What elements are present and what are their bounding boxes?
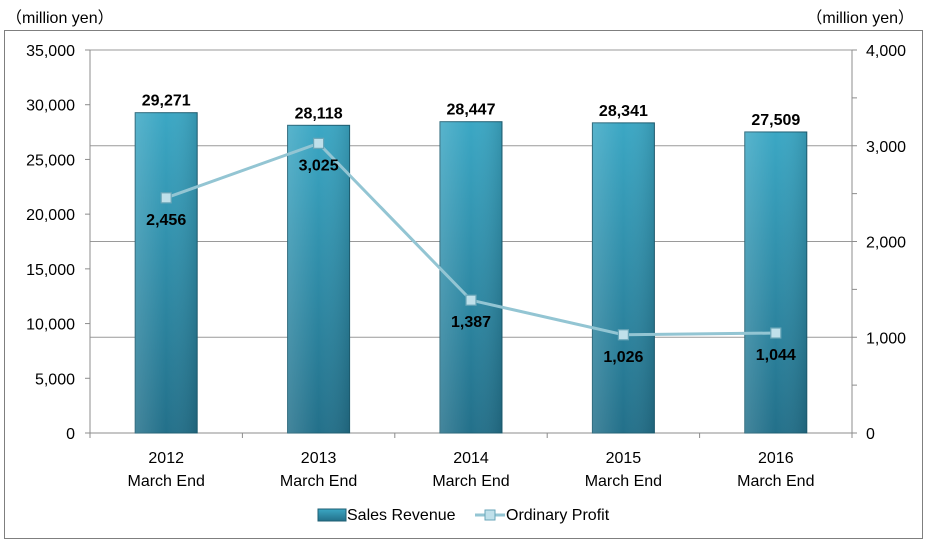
legend-bar-swatch <box>317 508 347 522</box>
right-axis-tick-label: 4,000 <box>866 43 906 60</box>
sales-revenue-data-label: 29,271 <box>142 93 191 110</box>
legend: Sales Revenue Ordinary Profit <box>317 507 610 524</box>
legend-marker-swatch <box>484 509 496 521</box>
legend-label-ordinary-profit: Ordinary Profit <box>506 507 610 524</box>
right-axis-tick-label: 1,000 <box>866 330 906 347</box>
ordinary-profit-data-label: 1,026 <box>603 349 643 366</box>
x-axis-tick-label: 2015 March End <box>585 450 662 490</box>
sales-revenue-bar-shading <box>592 122 655 434</box>
left-axis-tick-label: 25,000 <box>26 152 75 169</box>
x-axis-tick-label: 2014 March End <box>432 450 509 490</box>
right-axis-tick-label: 0 <box>866 426 875 443</box>
ordinary-profit-marker <box>313 137 325 149</box>
left-axis-tick-label: 0 <box>66 426 75 443</box>
left-axis-tick-label: 15,000 <box>26 262 75 279</box>
chart-frame <box>4 30 923 539</box>
data-labels: 29,271 28,118 28,447 28,341 27,509 2,456 3,025… <box>142 93 801 366</box>
sales-revenue-bar-shading <box>135 112 198 434</box>
ordinary-profit-data-label: 2,456 <box>146 212 186 229</box>
left-axis-tick-label: 10,000 <box>26 317 75 334</box>
ordinary-profit-marker <box>160 192 172 204</box>
sales-revenue-data-label: 28,341 <box>599 103 648 120</box>
left-axis-tick-label: 5,000 <box>35 371 75 388</box>
left-axis-tick-label: 20,000 <box>26 207 75 224</box>
left-axis-tick-label: 35,000 <box>26 43 75 60</box>
sales-revenue-data-label: 28,118 <box>295 105 343 122</box>
left-axis-unit: （million yen） <box>6 10 114 27</box>
ordinary-profit-data-label: 1,044 <box>756 347 796 364</box>
ordinary-profit-marker <box>465 294 477 306</box>
ordinary-profit-marker <box>617 329 630 341</box>
left-axis-tick-label: 30,000 <box>26 98 75 115</box>
sales-revenue-data-label: 28,447 <box>447 102 496 119</box>
right-axis-unit: （million yen） <box>806 10 914 27</box>
right-axis-tick-label: 2,000 <box>866 235 906 252</box>
line-series <box>160 137 782 341</box>
x-axis-tick-label: 2012 March End <box>128 450 205 490</box>
sales-revenue-data-label: 27,509 <box>751 112 800 129</box>
ordinary-profit-marker <box>770 327 782 339</box>
x-axis-tick-label: 2013 March End <box>280 450 357 490</box>
ordinary-profit-data-label: 3,025 <box>299 157 339 174</box>
sales-revenue-bar-shading <box>744 131 807 433</box>
ordinary-profit-data-label: 1,387 <box>451 314 491 331</box>
x-axis-tick-label: 2016 March End <box>737 450 814 490</box>
bar-series <box>134 112 808 434</box>
sales-revenue-bar-shading <box>287 125 350 433</box>
right-axis-tick-label: 3,000 <box>866 139 906 156</box>
legend-label-sales-revenue: Sales Revenue <box>347 507 456 524</box>
